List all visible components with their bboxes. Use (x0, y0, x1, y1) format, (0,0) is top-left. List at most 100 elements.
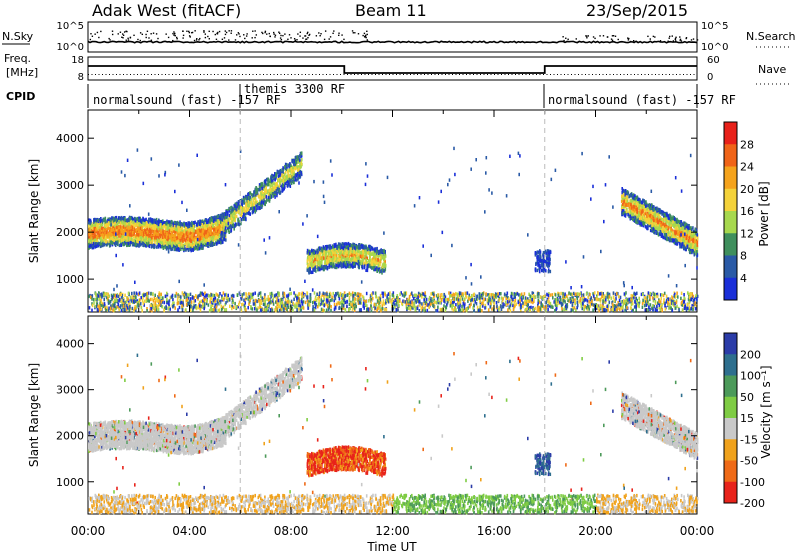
data-cell (142, 217, 145, 221)
sky-search-dot (109, 39, 111, 41)
data-cell (188, 222, 190, 226)
data-cell (207, 232, 209, 236)
sky-search-dot (189, 36, 191, 38)
sky-search-dot (141, 33, 144, 36)
data-cell (373, 255, 376, 259)
data-cell (368, 263, 371, 268)
data-cell (201, 244, 204, 249)
data-cell (99, 225, 101, 229)
sky-search-dot (280, 34, 282, 37)
data-cell (151, 238, 153, 243)
data-cell (215, 222, 217, 226)
data-cell (109, 240, 112, 244)
data-cell (344, 252, 347, 256)
data-cell (232, 214, 234, 219)
data-cell (381, 249, 384, 253)
data-cell (88, 246, 90, 250)
data-cell (324, 265, 327, 269)
data-cell (275, 174, 277, 178)
data-cell (224, 233, 226, 238)
sky-search-dot (308, 34, 310, 37)
data-cell (358, 250, 360, 254)
sky-search-dot (297, 33, 299, 35)
data-cell (113, 238, 115, 243)
sky-search-dot (254, 30, 256, 32)
sky-search-dot (611, 35, 614, 37)
data-cell (546, 254, 549, 258)
data-cell (131, 231, 134, 235)
sky-search-dot (172, 32, 174, 35)
sky-search-dot (299, 31, 302, 33)
data-cell (222, 231, 224, 236)
sky-search-dot (675, 36, 677, 39)
sky-search-dot (245, 35, 248, 37)
data-cell (221, 240, 223, 244)
data-cell (171, 220, 173, 224)
data-cell (148, 244, 151, 249)
data-cell (309, 257, 311, 261)
sky-search-dot (262, 32, 264, 35)
data-cell (225, 238, 227, 242)
sky-search-dot (264, 31, 266, 34)
sky-search-dot (203, 31, 205, 33)
data-cell (306, 268, 309, 272)
data-cell (198, 238, 201, 242)
data-cell (330, 252, 333, 257)
data-cell (368, 244, 370, 249)
sky-search-dot (614, 35, 617, 37)
data-cell (379, 263, 381, 267)
data-cell (363, 245, 366, 249)
data-cell (103, 237, 105, 242)
data-cell (185, 222, 188, 226)
data-cell (318, 260, 321, 264)
sky-search-dot (108, 37, 110, 40)
data-cell (287, 169, 289, 173)
data-cell (338, 252, 341, 256)
data-cell (335, 242, 337, 247)
data-cell (251, 193, 253, 197)
data-cell (541, 263, 543, 267)
data-cell (112, 219, 115, 223)
data-cell (207, 244, 210, 248)
data-cell (212, 230, 215, 235)
sky-search-dot (324, 30, 327, 32)
sky-search-dot (612, 35, 615, 37)
data-cell (180, 231, 182, 235)
data-cell (153, 238, 156, 242)
data-cell (189, 240, 191, 245)
data-cell (273, 182, 276, 186)
data-cell (170, 243, 172, 247)
data-cell (118, 220, 120, 224)
data-cell (224, 216, 226, 220)
data-cell (133, 216, 136, 221)
data-cell (230, 225, 233, 229)
sky-search-dot (365, 36, 367, 39)
data-cell (282, 166, 284, 170)
data-cell (300, 171, 302, 175)
data-cell (213, 228, 216, 232)
sky-search-dot (592, 36, 595, 38)
sky-search-dot (238, 33, 240, 35)
data-cell (136, 233, 138, 237)
sky-search-dot (296, 39, 298, 41)
data-cell (194, 230, 197, 234)
sky-search-dot (680, 40, 683, 42)
data-cell (132, 220, 135, 224)
sky-right-label: N.Search (746, 30, 796, 43)
data-cell (175, 244, 178, 248)
data-cell (116, 241, 118, 246)
data-cell (151, 241, 154, 245)
data-cell (200, 232, 202, 237)
data-cell (165, 247, 168, 251)
data-cell (150, 236, 153, 240)
data-cell (340, 250, 342, 255)
data-cell (247, 203, 249, 207)
cpid-segment-3: normalsound (fast) -157 RF (548, 93, 736, 107)
data-cell (164, 239, 166, 243)
sky-search-dot (198, 39, 200, 41)
data-cell (104, 223, 106, 227)
data-cell (323, 250, 325, 254)
data-cell (322, 267, 324, 271)
data-cell (117, 216, 120, 220)
data-cell (139, 226, 142, 230)
